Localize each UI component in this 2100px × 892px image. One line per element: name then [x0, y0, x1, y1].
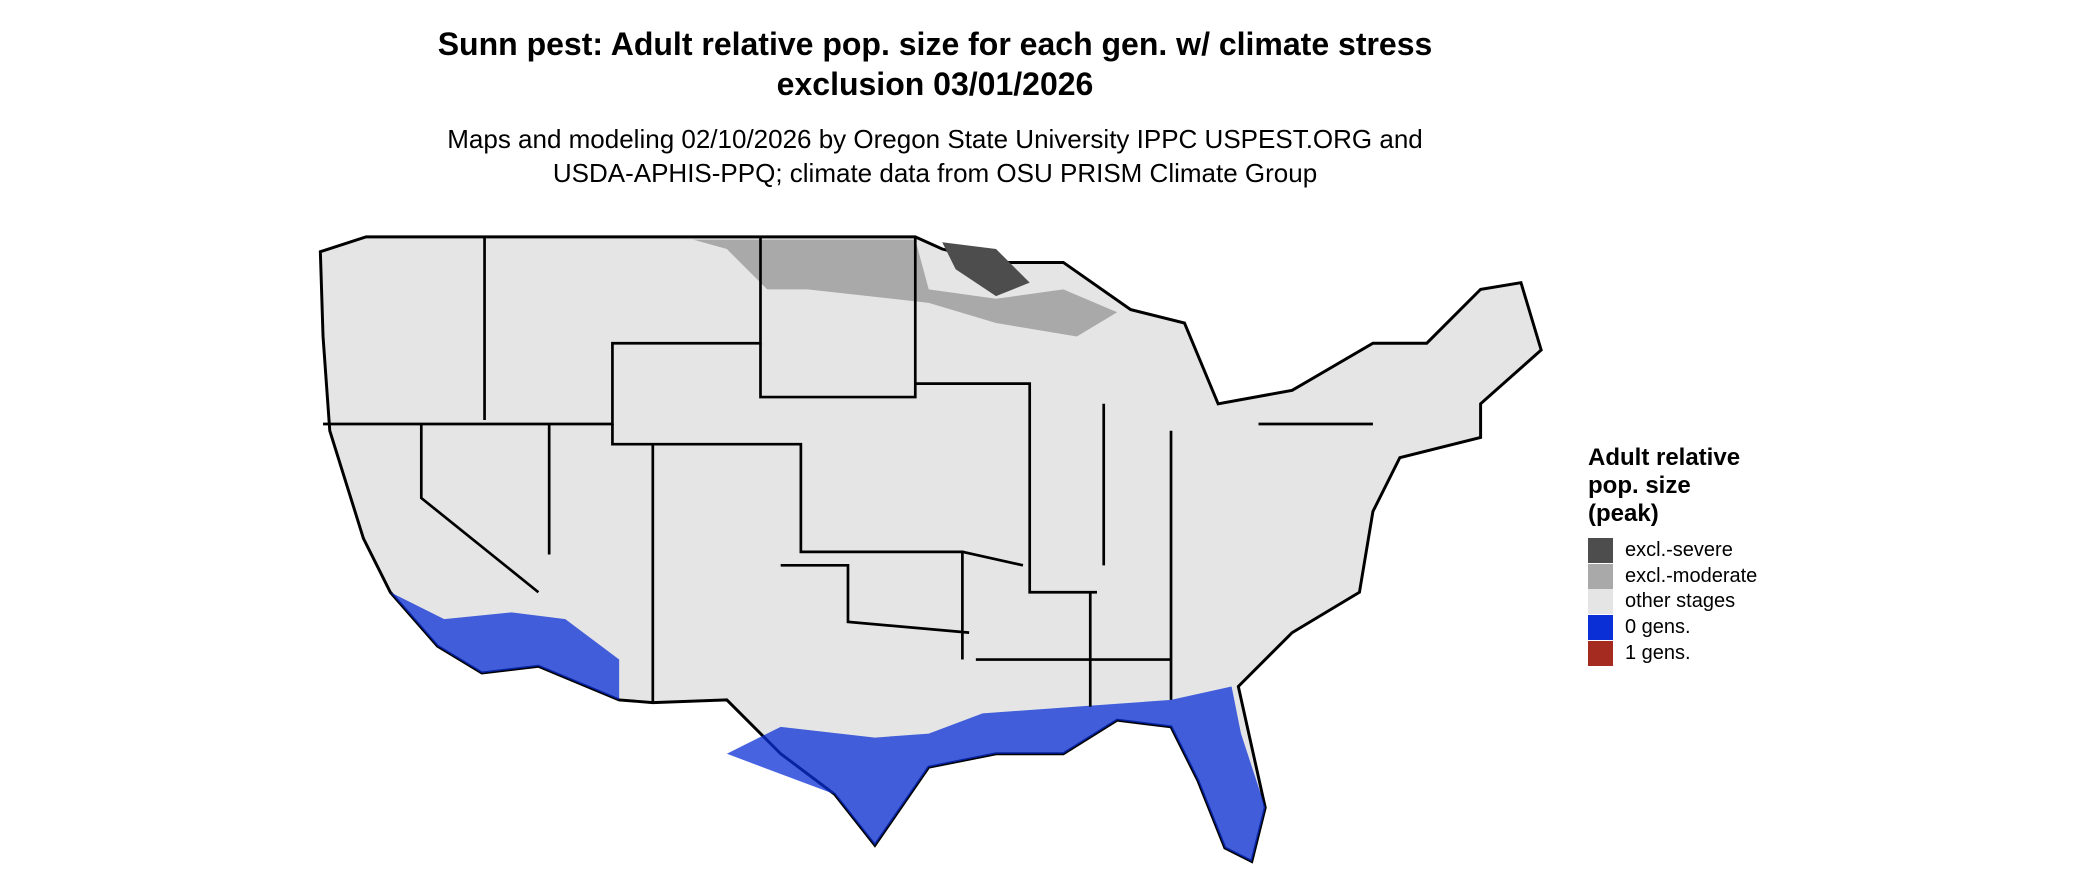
legend-item: other stages	[1588, 589, 1848, 615]
legend-swatch	[1588, 563, 1613, 589]
legend: Adult relative pop. size (peak) excl.-se…	[1588, 444, 1848, 666]
legend-label: excl.-moderate	[1625, 564, 1758, 587]
legend-label: 1 gens.	[1625, 641, 1691, 664]
map-title: Sunn pest: Adult relative pop. size for …	[437, 26, 1433, 102]
gulf-area	[726, 686, 1266, 862]
legend-swatch	[1588, 640, 1613, 666]
legend-title: Adult relative pop. size (peak)	[1588, 444, 1741, 527]
legend-label: other stages	[1625, 590, 1736, 613]
legend-item: excl.-moderate	[1588, 563, 1848, 590]
legend-swatch	[1588, 615, 1613, 641]
southwest-area	[390, 592, 620, 700]
legend-item: 1 gens.	[1588, 640, 1848, 666]
severe-area	[942, 242, 1030, 297]
legend-item: 0 gens.	[1588, 615, 1848, 641]
us-map	[318, 235, 1543, 864]
legend-items: excl.-severe excl.-moderate other stages 0 …	[1588, 538, 1848, 666]
legend-item: excl.-severe	[1588, 538, 1848, 564]
legend-label: 0 gens.	[1625, 616, 1691, 639]
state-borders	[419, 236, 1373, 707]
us-outline	[318, 235, 1543, 864]
moderate-area	[693, 239, 1118, 337]
state-lines	[323, 236, 762, 426]
legend-swatch	[1588, 589, 1613, 615]
map-subtitle: Maps and modeling 02/10/2026 by Oregon S…	[447, 124, 1423, 188]
legend-swatch	[1588, 538, 1613, 564]
legend-label: excl.-severe	[1625, 539, 1733, 562]
